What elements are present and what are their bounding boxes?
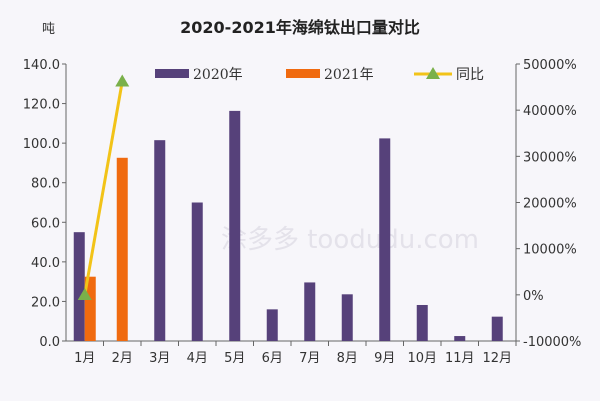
legend-label: 同比 [456, 67, 484, 83]
y-tick-label: 60.0 [31, 216, 60, 231]
y-tick-label: 80.0 [31, 177, 60, 192]
legend-label: 2020年 [193, 67, 243, 83]
y2-tick-label: 10000% [523, 243, 577, 258]
watermark: 涂多多 toodudu.com [221, 225, 479, 255]
line-marker [115, 74, 130, 87]
y-tick-label: 0.0 [39, 335, 60, 350]
x-tick-label: 7月 [299, 351, 320, 366]
y-tick-label: 100.0 [23, 137, 60, 152]
y-tick-label: 40.0 [31, 256, 60, 271]
x-tick-label: 8月 [337, 351, 358, 366]
y2-tick-label: 30000% [523, 150, 577, 165]
x-tick-label: 5月 [224, 351, 245, 366]
bar-2020年-9月 [379, 138, 391, 341]
x-tick-label: 12月 [482, 351, 512, 366]
legend-swatch [155, 69, 189, 78]
line-同比 [83, 81, 124, 296]
y-axis-label: 吨 [42, 22, 55, 37]
bar-2021年-1月 [84, 276, 96, 341]
bar-2020年-12月 [491, 316, 503, 341]
x-tick-label: 11月 [445, 351, 475, 366]
y2-tick-label: 20000% [523, 197, 577, 212]
legend-swatch [286, 69, 320, 78]
bar-2020年-10月 [416, 304, 428, 341]
y2-tick-label: 0% [523, 289, 544, 304]
bar-2021年-2月 [116, 157, 128, 341]
chart-title: 2020-2021年海绵钛出口量对比 [180, 18, 420, 37]
y2-tick-label: 50000% [523, 58, 577, 73]
bar-2020年-7月 [304, 282, 316, 341]
line-marker [77, 288, 92, 301]
y-tick-label: 20.0 [31, 295, 60, 310]
bar-2020年-6月 [266, 309, 278, 341]
bar-2020年-1月 [73, 232, 85, 341]
bar-2020年-4月 [191, 202, 203, 341]
x-tick-label: 4月 [187, 351, 208, 366]
y-tick-label: 140.0 [23, 58, 60, 73]
legend-label: 2021年 [324, 67, 374, 83]
bar-2020年-11月 [454, 336, 466, 341]
bar-2020年-3月 [154, 140, 166, 341]
x-tick-label: 2月 [112, 351, 133, 366]
x-tick-label: 10月 [407, 351, 437, 366]
bar-2020年-8月 [341, 294, 353, 341]
y-tick-label: 120.0 [23, 98, 60, 113]
x-tick-label: 6月 [262, 351, 283, 366]
y2-tick-label: 40000% [523, 104, 577, 119]
x-tick-label: 9月 [374, 351, 395, 366]
x-tick-label: 1月 [74, 351, 95, 366]
y2-tick-label: -10000% [523, 335, 581, 350]
x-tick-label: 3月 [149, 351, 170, 366]
bar-2020年-5月 [229, 110, 241, 341]
